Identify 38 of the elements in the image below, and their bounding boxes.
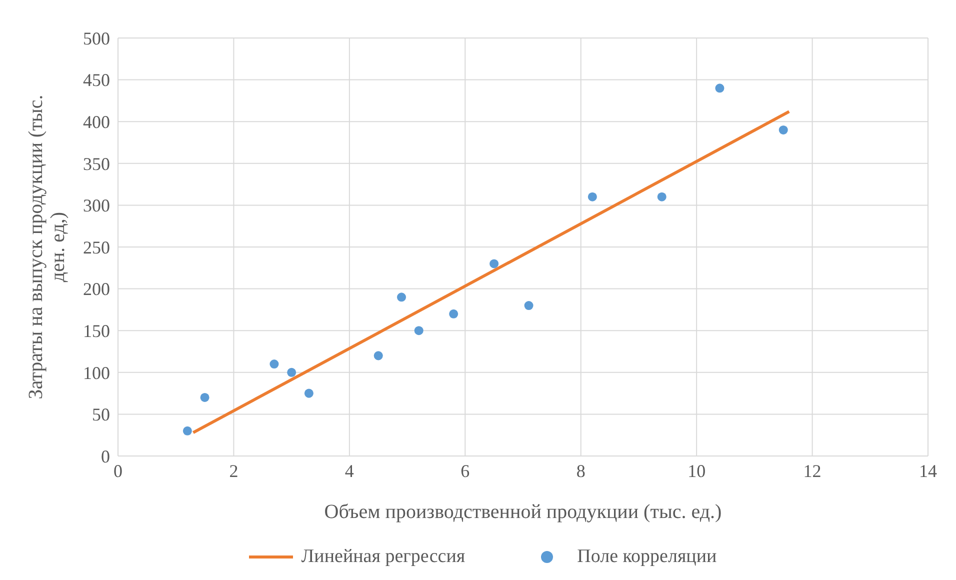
point (657, 192, 666, 202)
y-tick-label: 450 (83, 70, 110, 90)
point (374, 351, 383, 360)
x-tick-label: 4 (344, 460, 354, 481)
x-tick-label: 0 (114, 460, 122, 481)
y-axis-title: Затраты на выпуск продукции (тыс. ден. ед,) (25, 94, 69, 400)
point (396, 292, 406, 302)
y-tick-label: 50 (92, 404, 110, 425)
y-tick-label: 150 (83, 320, 110, 341)
point (778, 125, 788, 134)
x-tick-label: 2 (229, 460, 238, 481)
y-tick-label: 200 (83, 279, 110, 300)
y-tick-label: 100 (83, 362, 110, 383)
point (200, 392, 210, 402)
point (524, 301, 534, 310)
point (414, 326, 424, 336)
y-tick-label: 300 (83, 196, 110, 216)
point (588, 192, 597, 202)
legend-label: Поле корреляции (576, 546, 717, 568)
point (182, 426, 192, 436)
y-tick-label: 0 (101, 446, 110, 466)
x-tick-label: 6 (460, 460, 470, 481)
x-tick-label: 10 (688, 460, 706, 481)
point (449, 309, 458, 318)
y-tick-label: 250 (83, 237, 110, 258)
point (490, 259, 499, 268)
legend-label: Линейная регрессия (300, 546, 466, 568)
x-tick-label: 14 (919, 460, 937, 481)
point (304, 388, 314, 398)
x-tick-label: 12 (803, 460, 822, 481)
point (715, 84, 724, 93)
x-axis-title: Объем производственной продукции (тыс. ед.) (324, 501, 722, 523)
y-tick-label: 500 (83, 28, 110, 48)
x-tick-label: 8 (576, 460, 586, 481)
point (270, 360, 279, 369)
y-tick-label: 400 (83, 112, 110, 132)
y-tick-label: 350 (83, 154, 110, 174)
point (287, 368, 296, 377)
